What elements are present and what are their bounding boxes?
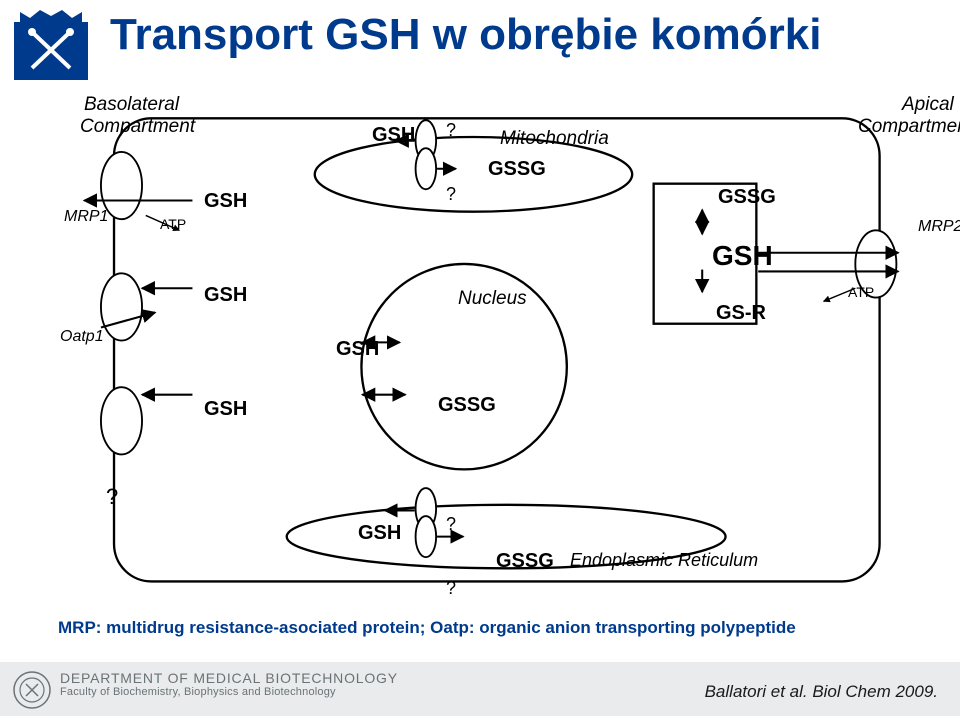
diagram-label: GS-R xyxy=(716,302,766,325)
diagram-label: GSSG xyxy=(438,394,496,417)
diagram-label: ATP xyxy=(848,284,874,300)
abbreviations-caption: MRP: multidrug resistance-asociated prot… xyxy=(58,618,796,638)
footer-line2: Faculty of Biochemistry, Biophysics and … xyxy=(60,686,398,699)
diagram-label: ? xyxy=(446,120,456,141)
diagram-label: GSSG xyxy=(718,186,776,209)
diagram-label: Nucleus xyxy=(458,288,527,310)
diagram-label: GSH xyxy=(712,240,773,272)
diagram-label: GSSG xyxy=(496,550,554,573)
footer-text: DEPARTMENT OF MEDICAL BIOTECHNOLOGY Facu… xyxy=(60,670,398,699)
slide-title: Transport GSH w obrębie komórki xyxy=(110,10,821,60)
diagram-label: ? xyxy=(446,184,456,205)
diagram-label: GSH xyxy=(204,398,247,421)
diagram-label: MRP2 xyxy=(918,218,960,236)
diagram-label: Oatp1 xyxy=(60,328,104,346)
diagram-label: Basolateral xyxy=(84,94,179,116)
citation-text: Ballatori et al. Biol Chem 2009. xyxy=(705,682,938,702)
diagram-label: Endoplasmic Reticulum xyxy=(570,550,758,571)
diagram-label: GSSG xyxy=(488,158,546,181)
slide-root: Transport GSH w obrębie komórki Basolate… xyxy=(0,0,960,716)
institution-logo xyxy=(14,6,88,85)
diagram-label: ? xyxy=(446,514,456,535)
diagram-label: GSH xyxy=(204,190,247,213)
diagram-label: ATP xyxy=(160,216,186,232)
diagram-label: ? xyxy=(106,484,118,510)
diagram-label: GSH xyxy=(204,284,247,307)
diagram-label: ? xyxy=(446,578,456,599)
diagram-label: GSH xyxy=(372,124,415,147)
footer-bar: DEPARTMENT OF MEDICAL BIOTECHNOLOGY Facu… xyxy=(0,662,960,716)
cell-diagram: BasolateralCompartmentApicalCompartmentG… xyxy=(58,88,902,608)
diagram-label: GSH xyxy=(336,338,379,361)
diagram-label: Compartment xyxy=(80,116,195,138)
footer-line1: DEPARTMENT OF MEDICAL BIOTECHNOLOGY xyxy=(60,670,398,686)
diagram-label: Apical xyxy=(902,94,954,116)
diagram-label: Mitochondria xyxy=(500,128,609,150)
diagram-label: GSH xyxy=(358,522,401,545)
diagram-label: MRP1 xyxy=(64,208,108,226)
footer-logo-icon xyxy=(12,670,52,715)
diagram-label: Compartment xyxy=(858,116,960,138)
